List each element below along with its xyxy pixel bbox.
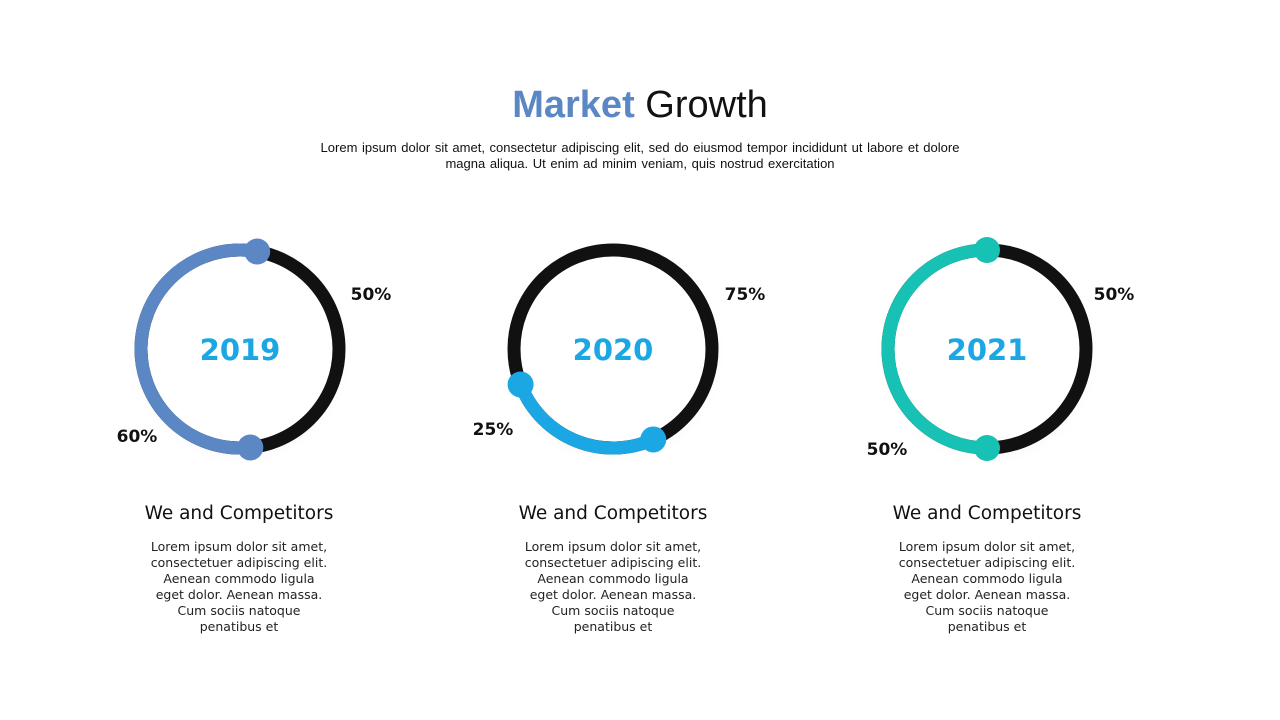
ring-3-arc: [881, 243, 994, 455]
card-text-2: Lorem ipsum dolor sit amet, consectetuer…: [503, 539, 723, 635]
card-text-line: Cum sociis natoque: [925, 603, 1049, 618]
ring-2-percent-label-1: 25%: [473, 420, 514, 440]
card-text-line: penatibus et: [947, 619, 1027, 634]
ring-2-background: [520, 256, 706, 442]
title-rest: Growth: [645, 84, 768, 126]
card-text-line: Aenean commodo ligula: [163, 571, 315, 586]
ring-1-percent-label-2: 50%: [351, 285, 392, 305]
ring-1-start-dot: [237, 434, 264, 461]
ring-3-year-label: 2021: [947, 333, 1028, 367]
card-title-2: We and Competitors: [518, 503, 708, 524]
subtitle-line: magna aliqua. Ut enim ad minim veniam, q…: [445, 156, 835, 171]
ring-2-year-label: 2020: [573, 333, 654, 367]
card-text-line: eget dolor. Aenean massa.: [155, 587, 323, 602]
card-text-line: eget dolor. Aenean massa.: [529, 587, 697, 602]
card-text-line: Lorem ipsum dolor sit amet,: [150, 539, 328, 554]
ring-3-percent-label-1: 50%: [867, 440, 908, 460]
ring-2-arc: [514, 377, 660, 455]
card-text-1: Lorem ipsum dolor sit amet, consectetuer…: [129, 539, 349, 635]
card-text-line: Cum sociis natoque: [177, 603, 301, 618]
card-text-line: eget dolor. Aenean massa.: [903, 587, 1071, 602]
page-subtitle: Lorem ipsum dolor sit amet, consectetur …: [310, 140, 970, 172]
card-text-line: consectetuer adipiscing elit.: [898, 555, 1076, 570]
card-text-line: consectetuer adipiscing elit.: [150, 555, 328, 570]
ring-3-percent-label-2: 50%: [1094, 285, 1135, 305]
ring-1-percent-label-1: 60%: [117, 427, 158, 447]
card-title-3: We and Competitors: [892, 503, 1082, 524]
card-text-line: Aenean commodo ligula: [537, 571, 689, 586]
card-text-line: penatibus et: [199, 619, 279, 634]
ring-3-start-dot: [974, 435, 1000, 461]
ring-2-percent-label-2: 75%: [725, 285, 766, 305]
card-text-line: Cum sociis natoque: [551, 603, 675, 618]
ring-1-arc: [134, 243, 264, 455]
ring-2-end-dot: [507, 371, 534, 398]
ring-2-start-dot: [640, 426, 667, 453]
title-accent: Market: [512, 84, 635, 126]
card-text-3: Lorem ipsum dolor sit amet, consectetuer…: [877, 539, 1097, 635]
ring-3-background: [894, 256, 1080, 442]
card-title-1: We and Competitors: [144, 503, 334, 524]
page-title: Market Growth: [0, 82, 1280, 128]
card-text-line: Aenean commodo ligula: [911, 571, 1063, 586]
card-text-line: Lorem ipsum dolor sit amet,: [524, 539, 702, 554]
ring-1-year-label: 2019: [200, 333, 281, 367]
ring-3-end-dot: [974, 237, 1000, 263]
card-text-line: Lorem ipsum dolor sit amet,: [898, 539, 1076, 554]
card-text-line: penatibus et: [573, 619, 653, 634]
ring-1-end-dot: [244, 238, 271, 265]
subtitle-line: Lorem ipsum dolor sit amet, consectetur …: [320, 140, 960, 155]
card-text-line: consectetuer adipiscing elit.: [524, 555, 702, 570]
ring-1-background: [147, 256, 333, 442]
